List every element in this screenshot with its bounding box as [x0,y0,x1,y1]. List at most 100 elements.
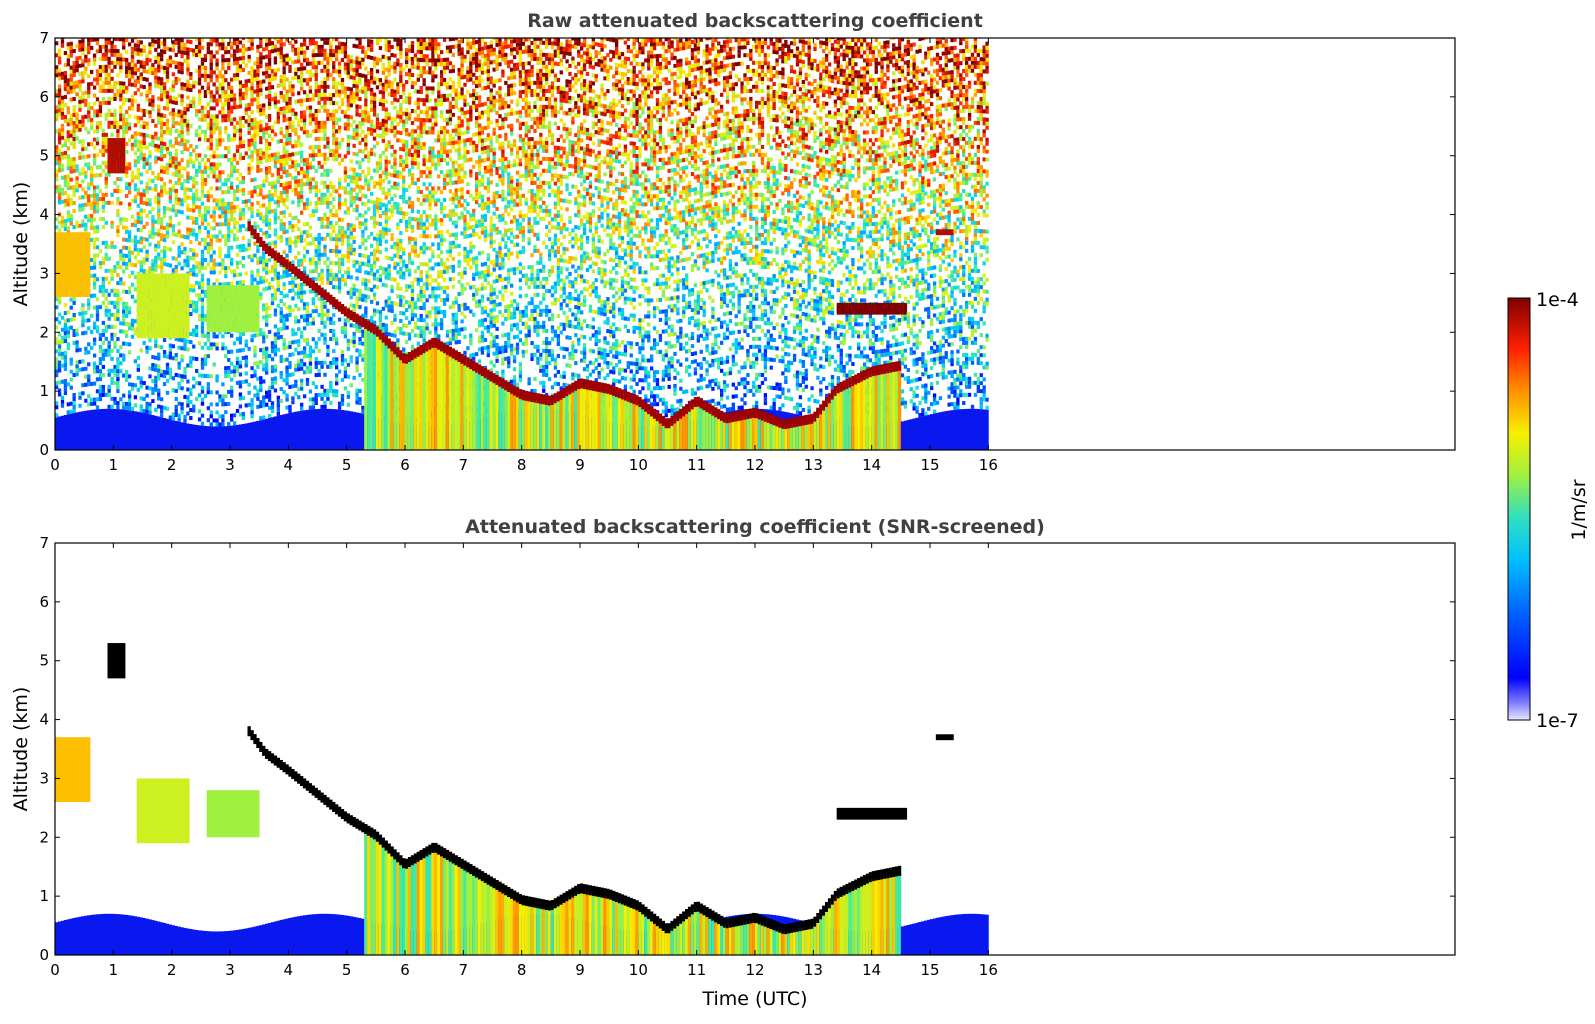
heatmap-cell [113,304,117,309]
heatmap-cell [314,261,318,266]
heatmap-cell [122,117,126,122]
heatmap-cell [209,214,213,219]
heatmap-cell [174,128,178,133]
heatmap-cell [160,257,164,262]
heatmap-cell [329,116,333,121]
heatmap-cell [95,109,100,114]
heatmap-cell [110,112,114,117]
heatmap-cell [256,132,260,137]
heatmap-column [244,47,248,450]
heatmap-cell [335,53,339,58]
heatmap-cell [332,389,336,394]
heatmap-cell [343,154,348,159]
heatmap-cell [75,56,79,61]
heatmap-cell [145,93,149,98]
heatmap-cell [66,58,70,63]
heatmap-cell [107,84,111,89]
heatmap-cell [206,222,210,227]
heatmap-cell [282,342,286,347]
heatmap-cell [139,240,143,245]
heatmap-cell [323,332,327,337]
heatmap-cell [180,130,184,135]
heatmap-cell [270,409,275,414]
heatmap-cell [235,244,240,249]
heatmap-cell [230,425,234,450]
heatmap-cell [84,174,88,179]
heatmap-cell [346,174,350,179]
heatmap-cell [81,91,85,96]
heatmap-cell [232,233,237,238]
heatmap-cell [95,185,100,190]
heatmap-cell [127,78,132,83]
heatmap-cell [320,320,324,325]
heatmap-cell [212,170,216,175]
heatmap-cell [285,373,289,378]
heatmap-cell [95,141,100,146]
heatmap-cell [81,207,85,212]
heatmap-cell [314,245,318,250]
heatmap-cell [209,258,213,263]
heatmap-cell [139,192,143,197]
heatmap-cell [127,162,132,167]
heatmap-cell [273,212,278,217]
heatmap-cell [180,250,184,255]
heatmap-cell [326,268,330,273]
heatmap-cell [72,409,76,413]
heatmap-cell [66,62,70,67]
heatmap-cell [250,126,254,131]
heatmap-cell [300,210,304,215]
heatmap-cell [55,185,59,190]
heatmap-cell [215,178,219,183]
heatmap-cell [92,285,97,290]
heatmap-cell [92,185,97,190]
heatmap-cell [122,329,126,334]
heatmap-cell [200,237,205,242]
heatmap-cell [323,300,327,305]
heatmap-cell [340,77,345,82]
heatmap-cell [57,332,62,337]
heatmap-cell [90,173,94,178]
heatmap-cell [55,385,59,390]
heatmap-cell [262,303,266,308]
heatmap-cell [136,159,140,164]
heatmap-cell [259,88,263,93]
heatmap-cell [337,301,342,312]
heatmap-cell [279,182,283,187]
heatmap-cell [174,64,178,69]
heatmap-cell [288,344,292,349]
heatmap-cell [154,375,158,380]
heatmap-cell [294,275,298,280]
heatmap-cell [311,297,315,302]
heatmap-cell [343,174,348,179]
heatmap-cell [75,348,79,353]
heatmap-cell [186,47,190,52]
heatmap-cell [349,115,353,120]
heatmap-cell [250,274,254,279]
heatmap-cell [215,50,219,55]
heatmap-cell [168,63,173,68]
heatmap-cell [57,380,62,385]
heatmap-column [305,45,310,450]
heatmap-cell [326,156,330,161]
heatmap-cell [314,153,318,158]
heatmap-cell [215,86,219,91]
heatmap-cell [297,203,301,208]
heatmap-cell [282,198,286,203]
heatmap-cell [305,321,310,326]
heatmap-cell [186,215,190,220]
heatmap-cell [203,53,208,58]
heatmap-cell [230,173,234,178]
heatmap-cell [256,208,260,213]
heatmap-cell [162,250,167,255]
heatmap-cell [288,156,292,161]
heatmap-cell [267,221,272,226]
heatmap-cell [136,367,140,372]
heatmap-cell [183,42,187,47]
heatmap-cell [326,144,330,149]
heatmap-cell [224,394,228,399]
heatmap-cell [157,104,161,109]
heatmap-cell [95,237,100,242]
heatmap-cell [288,100,292,105]
heatmap-cell [63,199,68,204]
heatmap-cell [148,346,152,351]
